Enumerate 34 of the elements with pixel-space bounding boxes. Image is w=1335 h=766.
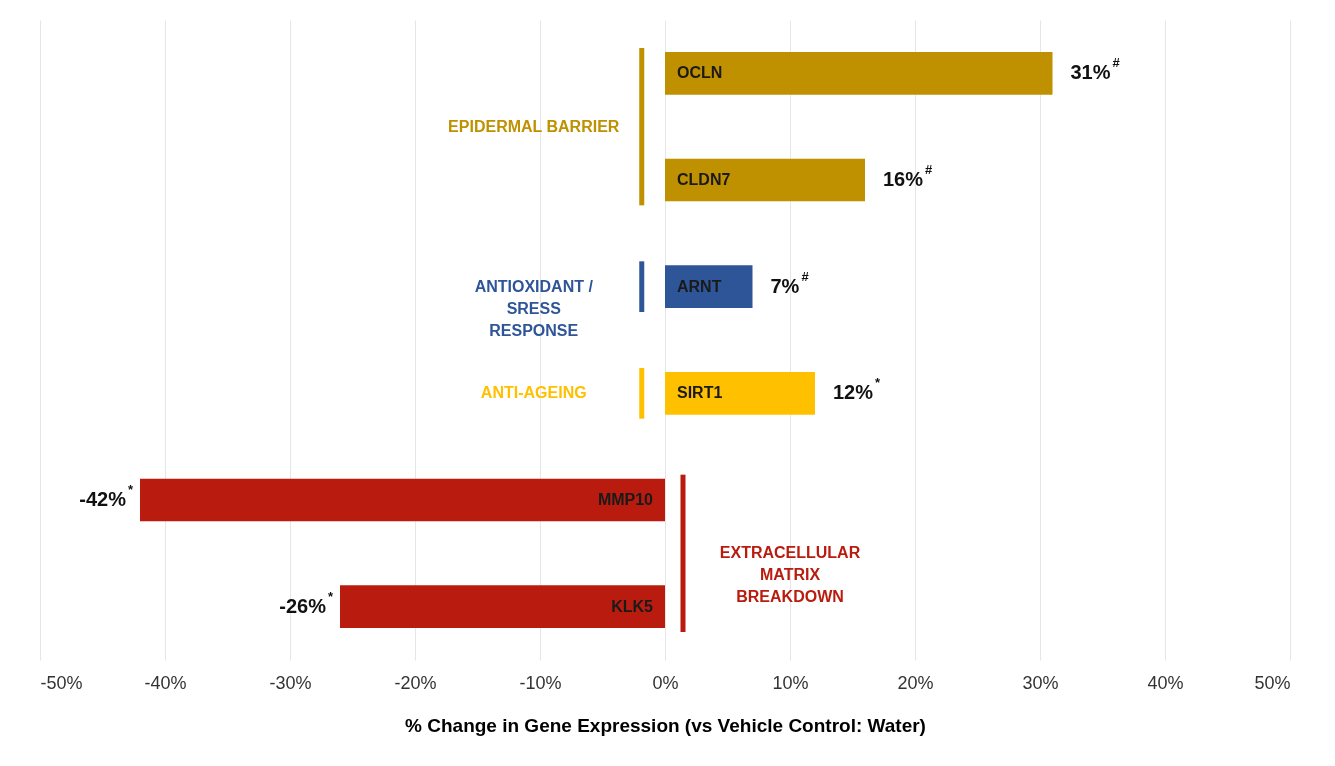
annotation: ANTI-AGEING [480, 384, 587, 402]
bar [140, 478, 665, 522]
data-label: -42%* [79, 482, 134, 510]
annotation: EXTRACELLULAR MATRIX BREAKDOWN [719, 544, 861, 606]
x-tick-label: -30% [269, 672, 312, 693]
x-tick-label: -10% [519, 672, 562, 693]
bar [665, 372, 815, 415]
x-tick-label: 40% [1147, 672, 1184, 693]
x-tick-label: 30% [1022, 672, 1059, 693]
y-tick-label: MMP10 [597, 491, 654, 508]
y-tick-label: CLDN7 [677, 171, 731, 188]
x-tick-label: -40% [144, 672, 187, 693]
x-axis-title: % Change in Gene Expression (vs Vehicle Control: Water) [405, 714, 926, 736]
y-tick-label: KLK5 [611, 597, 654, 615]
data-label: -26%* [279, 588, 334, 617]
data-label: 12%* [833, 375, 882, 404]
x-tick-label: -50% [40, 672, 83, 693]
bar [665, 158, 865, 202]
data-label: 16%# [883, 162, 934, 190]
bar [665, 52, 1053, 95]
y-tick-label: OCLN [677, 64, 723, 82]
annotation: EPIDERMAL BARRIER [448, 117, 620, 135]
x-tick-label: 0% [652, 672, 679, 693]
data-label: 31%# [1070, 55, 1121, 84]
annotation: ANTIOXIDANT / SRESS RESPONSE [474, 277, 594, 339]
y-tick-label: SIRT1 [677, 384, 723, 402]
bar [340, 585, 665, 628]
x-tick-label: 50% [1254, 672, 1291, 693]
y-tick-label: ARNT [677, 277, 722, 295]
x-tick-label: 20% [897, 672, 934, 693]
x-tick-label: 10% [772, 672, 809, 693]
bar [665, 265, 753, 308]
data-label: 7%# [770, 268, 810, 297]
x-tick-label: -20% [394, 672, 437, 693]
